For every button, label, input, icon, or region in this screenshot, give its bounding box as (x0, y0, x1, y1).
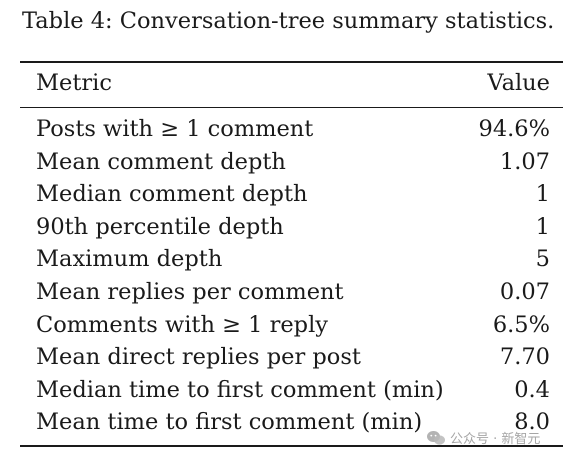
wechat-icon (427, 430, 445, 445)
table-row: Mean time to first comment (min) 8.0 (36, 409, 550, 435)
table-row: Mean comment depth 1.07 (36, 149, 550, 175)
table-row: Comments with ≥ 1 reply 6.5% (36, 312, 550, 338)
table-top-rule (20, 61, 563, 63)
table-row: 90th percentile depth 1 (36, 214, 550, 240)
value-cell: 94.6% (478, 116, 550, 142)
table-header: Metric Value (36, 70, 550, 96)
metric-cell: Mean comment depth (36, 148, 286, 175)
value-cell: 5 (535, 246, 550, 273)
table-row: Posts with ≥ 1 comment 94.6% (36, 116, 550, 142)
metric-cell: Maximum depth (36, 246, 223, 273)
metric-cell: Median comment depth (36, 181, 308, 208)
table-header-rule (20, 107, 563, 109)
header-metric: Metric (36, 70, 112, 96)
value-cell: 8.0 (514, 409, 550, 436)
table-bottom-rule (20, 445, 563, 447)
metric-cell: Median time to first comment (min) (36, 376, 444, 403)
value-cell: 7.70 (499, 344, 550, 371)
watermark: 公众号 · 新智元 (426, 428, 540, 447)
value-cell: 6.5% (492, 311, 550, 338)
metric-cell: Posts with ≥ 1 comment (36, 116, 314, 142)
value-cell: 0.4 (514, 376, 550, 403)
table-row: Mean replies per comment 0.07 (36, 279, 550, 305)
header-value: Value (487, 70, 550, 96)
metric-cell: Mean direct replies per post (36, 344, 361, 371)
metric-cell: Comments with ≥ 1 reply (36, 311, 328, 338)
table-row: Median comment depth 1 (36, 181, 550, 207)
table-caption: Table 4: Conversation-tree summary stati… (22, 8, 555, 34)
metric-cell: 90th percentile depth (36, 213, 284, 240)
metric-cell: Mean replies per comment (36, 279, 344, 305)
table-row: Median time to first comment (min) 0.4 (36, 377, 550, 403)
value-cell: 1 (535, 213, 550, 240)
table-row: Mean direct replies per post 7.70 (36, 344, 550, 370)
value-cell: 0.07 (499, 279, 550, 305)
value-cell: 1 (535, 181, 550, 208)
metric-cell: Mean time to first comment (min) (36, 409, 423, 436)
value-cell: 1.07 (499, 148, 550, 175)
watermark-text: 公众号 · 新智元 (450, 432, 541, 447)
table-row: Maximum depth 5 (36, 246, 550, 272)
